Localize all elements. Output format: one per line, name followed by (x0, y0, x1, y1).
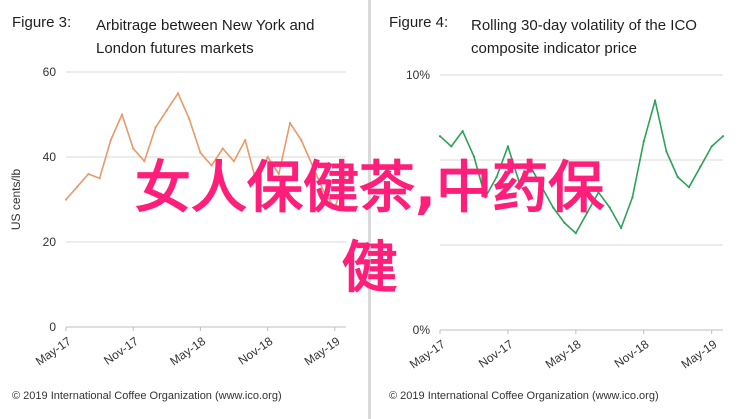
figure-4-y-tick-label: 0% (413, 323, 431, 337)
figure-3-data-point (232, 160, 236, 163)
figure-4-panel: Figure 4: Rolling 30-day volatility of t… (373, 0, 739, 419)
figure-3-x-tick-label: May-18 (167, 334, 208, 369)
figure-3-title: Arbitrage between New York and London fu… (96, 17, 315, 57)
figure-3-label: Figure 3: (12, 14, 72, 31)
figure-3-x-tick-label: Nov-17 (101, 334, 141, 368)
figure-4-data-point (495, 175, 498, 179)
figure-3-data-point (143, 160, 146, 163)
figure-3-panel: Figure 3: Arbitrage between New York and… (0, 0, 366, 419)
figure-3-data-point (277, 172, 280, 176)
figure-4-x-tick-label: Nov-18 (612, 337, 652, 371)
figure-4-x-tick-label: May-17 (407, 337, 448, 372)
figure-4-data-point (699, 165, 702, 168)
figure-3-data-point (132, 147, 135, 150)
figure-4-data-point (438, 135, 442, 138)
figure-4-data-point (506, 145, 510, 148)
figure-3-footer: © 2019 International Coffee Organization… (12, 390, 282, 402)
figure-4-data-point (574, 232, 577, 235)
figure-3-chart: 0 20 40 60 May-17 Nov-17 May-18 Nov-18 May-19 US … (9, 65, 348, 369)
figure-4-footer: © 2019 International Coffee Organization… (389, 390, 659, 402)
figure-4-data-point (608, 206, 611, 209)
figure-4-data-point (484, 196, 487, 199)
figure-3-data-point (333, 206, 336, 210)
figure-4-series-line (439, 99, 724, 234)
figure-4-data-point (653, 99, 657, 102)
figure-3-data-point (188, 117, 191, 120)
figure-3-x-tick-label: May-19 (302, 334, 343, 369)
figure-3-y-axis-title: US cents/lb (9, 168, 23, 230)
figure-3-data-point (154, 126, 157, 129)
figure-4-data-point (631, 196, 634, 199)
figure-4-x-tick-label: May-19 (679, 337, 720, 372)
figure-3-data-point (255, 181, 258, 184)
figure-3-data-point (87, 172, 90, 176)
figure-4-data-point (563, 221, 566, 224)
figure-4-data-point (540, 186, 543, 189)
figure-3-data-point (165, 109, 168, 112)
figure-4-chart: 0% 10% May-17 Nov-17 May-18 Nov-18 May-19 (406, 68, 725, 372)
figure-3-data-point (76, 185, 79, 188)
figure-3-data-point (322, 189, 325, 193)
figure-3-data-point (109, 138, 112, 142)
figure-3-data-point (266, 155, 269, 159)
figure-4-data-point (552, 206, 555, 209)
figure-3-data-point (244, 138, 247, 142)
figure-4-data-point (461, 130, 464, 133)
figure-3-data-point (64, 198, 68, 201)
panel-divider (368, 0, 371, 419)
figure-3-data-point (344, 172, 348, 176)
figure-4-data-point (518, 181, 521, 184)
figure-4-y-tick-label: 10% (406, 68, 430, 82)
figure-4-data-point (597, 191, 600, 194)
figure-4-data-point (450, 145, 453, 148)
figure-4-data-point (710, 145, 713, 148)
figure-4-data-point (620, 226, 623, 230)
figure-4-data-point (687, 186, 691, 189)
figure-3-data-point (221, 147, 224, 150)
figure-4-title: Rolling 30-day volatility of the ICO com… (471, 17, 697, 57)
figure-3-data-point (288, 121, 292, 125)
figure-3-y-tick-label: 0 (49, 320, 56, 334)
figure-4-data-point (665, 150, 668, 153)
figure-4-x-tick-label: May-18 (543, 337, 584, 372)
figure-4-label: Figure 4: (389, 14, 449, 31)
figure-3-data-point (311, 164, 314, 167)
figure-3-data-point (120, 113, 124, 116)
figure-4-data-point (642, 140, 645, 143)
figure-3-data-point (98, 177, 101, 180)
figure-3-data-point (176, 92, 180, 95)
figure-3-x-tick-label: May-17 (33, 334, 74, 369)
figure-3-data-point (199, 151, 202, 154)
figure-3-y-tick-label: 40 (43, 150, 57, 164)
figure-3-y-tick-label: 20 (43, 235, 57, 249)
figure-3-series-line (65, 92, 347, 209)
figure-3-x-tick-label: Nov-18 (236, 334, 276, 368)
figure-4-data-point (472, 155, 476, 158)
figure-3-data-point (300, 138, 303, 142)
figure-3-data-point (210, 164, 213, 167)
figure-4-data-point (676, 175, 679, 179)
figure-4-data-point (586, 211, 589, 214)
figure-3-y-tick-label: 60 (43, 65, 57, 79)
figure-4-data-point (721, 135, 725, 138)
figure-4-x-tick-label: Nov-17 (476, 337, 516, 371)
figure-4-data-point (529, 165, 532, 168)
